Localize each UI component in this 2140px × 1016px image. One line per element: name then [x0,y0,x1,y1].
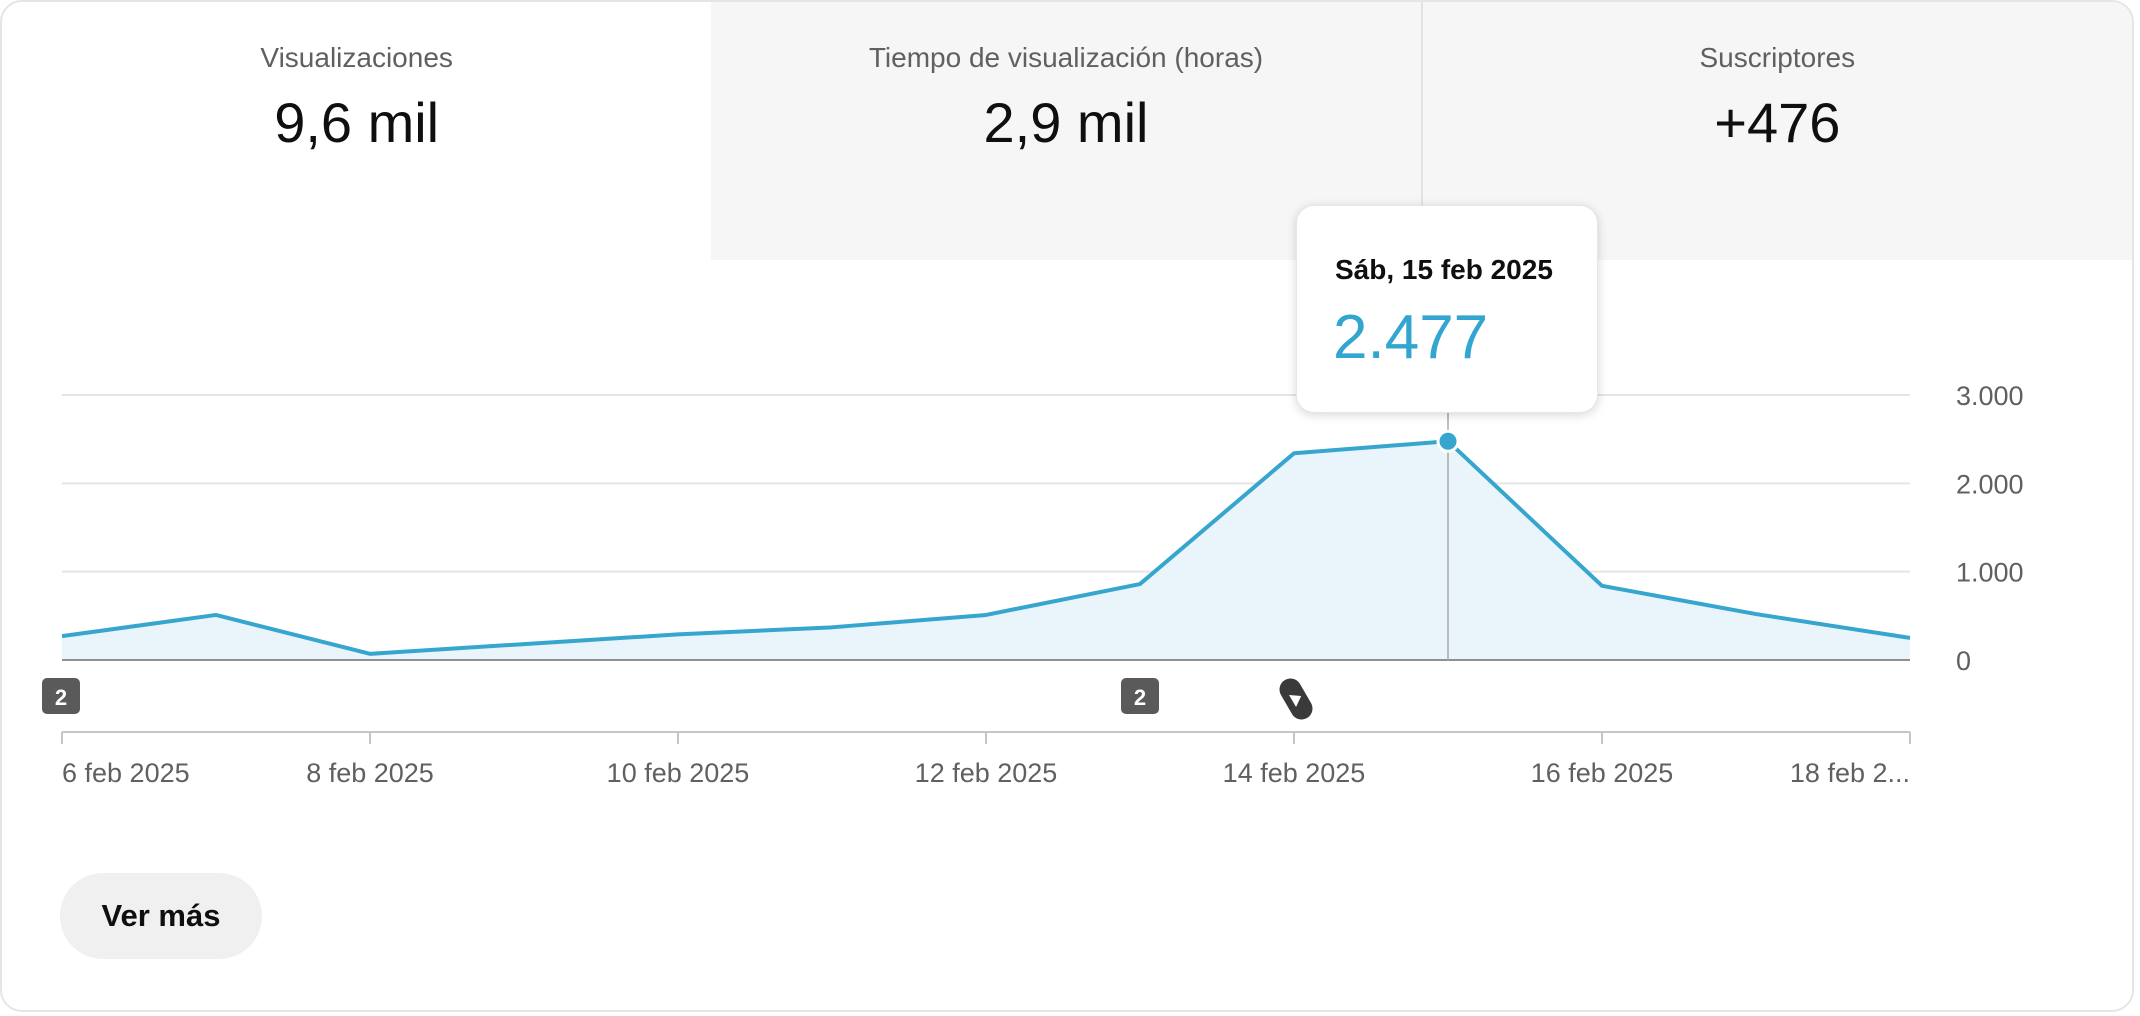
x-tick-label: 16 feb 2025 [1531,758,1674,788]
x-tick-label: 14 feb 2025 [1223,758,1366,788]
x-tick-label: 12 feb 2025 [915,758,1058,788]
highlight-point [1436,429,1460,453]
tab-subscribers-label: Suscriptores [1699,42,1856,73]
tooltip-date: Sáb, 15 feb 2025 [1335,254,1553,285]
x-tick-label: 6 feb 2025 [62,758,190,788]
tooltip-value: 2.477 [1333,303,1489,372]
x-tick-label: 10 feb 2025 [607,758,750,788]
y-tick-label: 1.000 [1956,558,2024,588]
x-tick-label: 18 feb 2... [1790,758,1910,788]
y-tick-label: 0 [1956,646,1971,676]
x-tick-label: 8 feb 2025 [306,758,434,788]
upload-count-text: 2 [55,685,67,710]
upload-count-badge [42,678,80,714]
upload-count-badge [1121,678,1159,714]
tab-watch-time-value: 2,9 mil [983,91,1149,154]
tab-views-value: 9,6 mil [274,91,440,154]
series-line [61,439,1911,656]
metric-tabs: Visualizaciones 9,6 mil Tiempo de visual… [2,2,2132,260]
see-more-button[interactable]: Ver más [60,873,262,959]
chart-tooltip: Sáb, 15 feb 2025 2.477 [1296,205,1598,413]
tab-watch-time-label: Tiempo de visualización (horas) [868,42,1264,73]
tab-subscribers-value: +476 [1714,91,1841,154]
y-tick-label: 3.000 [1956,381,2024,411]
series-area [62,441,1910,660]
tab-views[interactable]: Visualizaciones 9,6 mil [2,2,711,260]
upload-count-text: 2 [1134,685,1146,710]
tab-views-label: Visualizaciones [260,42,453,73]
shorts-icon [1279,678,1313,720]
y-tick-label: 2.000 [1956,469,2024,499]
